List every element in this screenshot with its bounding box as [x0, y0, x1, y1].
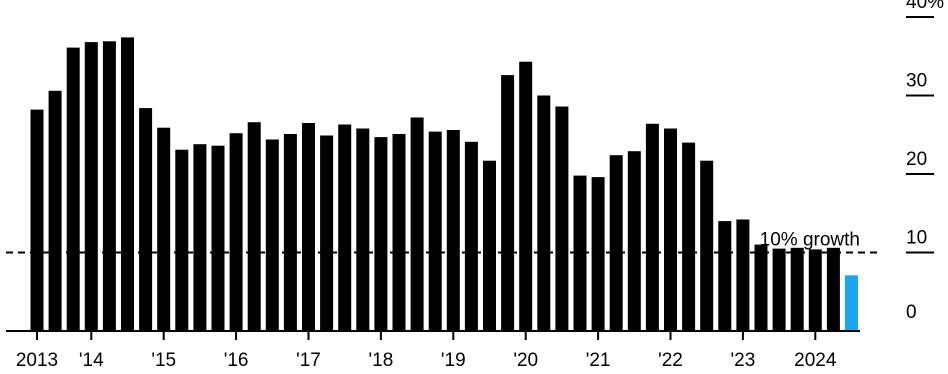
- bar: [718, 221, 732, 331]
- bar-highlight: [845, 275, 858, 331]
- bar: [808, 249, 822, 331]
- bar: [175, 149, 189, 331]
- bar: [446, 130, 460, 331]
- bar: [483, 160, 496, 331]
- bar: [519, 61, 533, 331]
- bar: [283, 134, 297, 331]
- x-tick-label: 2013: [16, 350, 58, 371]
- bar: [338, 124, 352, 331]
- x-tick-label: '21: [586, 350, 611, 371]
- bars-group: [30, 37, 858, 332]
- x-tick-label: '17: [296, 350, 321, 371]
- bar: [265, 139, 279, 331]
- x-axis: 2013 '14 '15 '16 '17 '18 '19 '20 '21 '22 '23 2024: [16, 331, 837, 371]
- x-tick-label: '23: [731, 350, 756, 371]
- bar: [211, 145, 225, 331]
- x-tick-label: '14: [79, 350, 104, 371]
- y-tick-label: 40%: [906, 0, 944, 13]
- y-axis: 0 10 20 30 40%: [906, 0, 944, 323]
- bar: [501, 75, 515, 331]
- bar: [84, 42, 98, 331]
- bar: [537, 95, 551, 331]
- x-tick-label: '18: [369, 350, 394, 371]
- bar: [754, 244, 768, 331]
- bar: [139, 108, 153, 331]
- bar: [356, 128, 370, 331]
- bar: [428, 131, 442, 331]
- bar: [682, 142, 696, 331]
- bar: [392, 134, 406, 331]
- bar: [627, 151, 641, 331]
- y-tick-label: 30: [906, 71, 927, 92]
- bar: [464, 141, 478, 331]
- bar: [700, 160, 714, 331]
- bar: [48, 90, 62, 331]
- bar: [410, 117, 424, 331]
- bar: [555, 106, 569, 331]
- x-tick-label: '20: [513, 350, 538, 371]
- bar: [30, 109, 44, 331]
- bar: [121, 37, 134, 332]
- bar: [229, 133, 243, 331]
- bar: [247, 122, 261, 331]
- bar: [302, 123, 315, 331]
- bar: [320, 135, 334, 331]
- bar: [66, 47, 80, 331]
- bar: [374, 137, 388, 331]
- bar: [102, 41, 116, 332]
- bar: [573, 175, 587, 331]
- bar: [591, 177, 605, 331]
- x-tick-label: '16: [224, 350, 249, 371]
- bar: [790, 247, 804, 331]
- reference-line-label: 10% growth: [760, 230, 860, 251]
- y-tick-label: 0: [906, 302, 917, 323]
- bar: [736, 219, 750, 331]
- bar: [826, 247, 840, 331]
- bar: [645, 123, 659, 331]
- y-tick-label: 10: [906, 228, 927, 249]
- bar: [157, 127, 171, 331]
- bar: [193, 144, 207, 331]
- bar: [664, 128, 677, 331]
- x-tick-label: '19: [441, 350, 466, 371]
- x-tick-label: 2024: [794, 350, 837, 371]
- y-tick-label: 20: [906, 149, 927, 170]
- x-tick-label: '15: [151, 350, 176, 371]
- x-tick-label: '22: [658, 350, 683, 371]
- bar: [609, 155, 623, 331]
- bar: [772, 248, 786, 331]
